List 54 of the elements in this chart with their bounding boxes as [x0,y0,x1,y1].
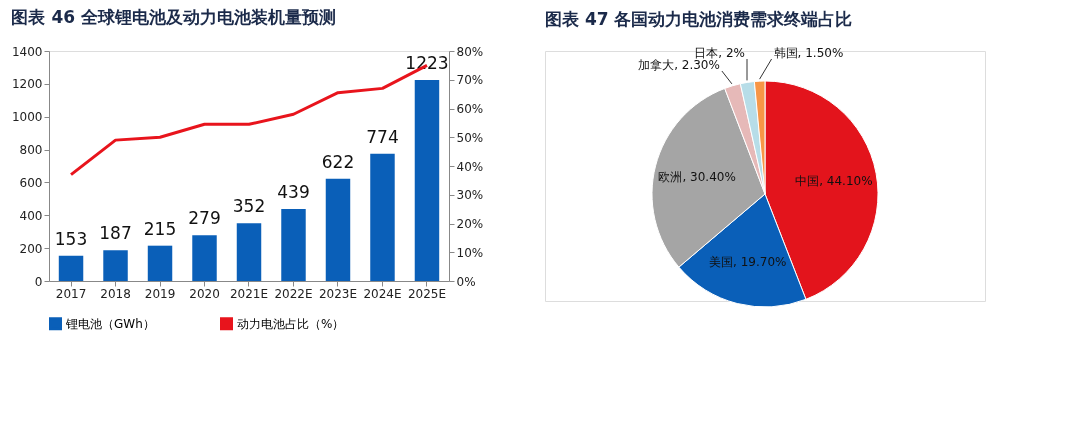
data-label: 439 [277,181,310,202]
y-tick-label: 1400 [11,44,43,59]
bar [281,208,306,281]
bar [414,80,440,281]
y-tick-label: 600 [19,175,43,190]
data-label: 352 [232,196,266,217]
slice-label: 美国, 19.70% [709,254,787,269]
chart-title: 图表 46 全球锂电池及动力电池装机量预测 [11,7,336,27]
y2-tick-label: 50% [456,130,484,145]
data-label: 279 [188,208,221,229]
y-tick-label: 200 [19,241,43,256]
bar [325,178,351,281]
legend-label: 动力电池占比（%） [237,316,345,331]
x-tick-label: 2023E [318,286,358,301]
bar [236,223,262,281]
y2-tick-label: 60% [456,102,484,116]
slice-label: 欧洲, 30.40% [658,169,736,184]
data-label: 1223 [405,53,449,74]
y-tick-label: 1000 [11,110,43,125]
y2-tick-label: 0% [456,274,476,289]
data-label: 187 [99,223,132,244]
legend-label: 锂电池（GWh） [65,316,155,331]
y2-tick-label: 10% [456,245,484,260]
x-tick-label: 2021E [229,286,269,301]
y2-tick-label: 80% [456,44,484,59]
bar [147,245,173,281]
y2-tick-label: 70% [456,73,484,88]
data-label: 153 [54,228,88,249]
x-tick-label: 2024E [363,286,402,301]
y-tick-label: 400 [19,208,43,223]
x-tick-label: 2018 [100,286,131,301]
bar [370,153,395,281]
y2-tick-label: 30% [456,188,484,203]
y-tick-label: 1200 [11,77,43,92]
data-label: 774 [366,126,399,147]
y-tick-label: 800 [19,143,43,158]
x-tick-label: 2025E [407,286,447,301]
slice-label: 中国, 44.10% [795,174,873,189]
chart-title: 图表 47 各国动力电池消费需求终端占比 [545,9,853,29]
y2-tick-label: 20% [456,217,484,231]
data-label: 622 [321,151,355,172]
slice-label: 加拿大, 2.30% [638,58,720,72]
data-label: 215 [143,218,177,239]
slice-label: 韩国, 1.50% [773,46,844,60]
x-tick-label: 2022E [274,286,313,301]
y2-tick-label: 40% [456,159,484,174]
y-tick-label: 0 [34,274,43,289]
bar [58,255,84,281]
bar [192,235,217,281]
x-tick-label: 2020 [189,286,220,301]
x-tick-label: 2017 [55,286,87,301]
bar [103,250,128,281]
slice-label: 日本, 2% [694,46,746,60]
x-tick-label: 2019 [144,286,176,301]
